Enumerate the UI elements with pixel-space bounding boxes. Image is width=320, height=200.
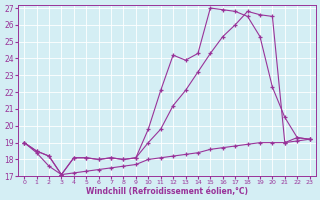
X-axis label: Windchill (Refroidissement éolien,°C): Windchill (Refroidissement éolien,°C) xyxy=(86,187,248,196)
